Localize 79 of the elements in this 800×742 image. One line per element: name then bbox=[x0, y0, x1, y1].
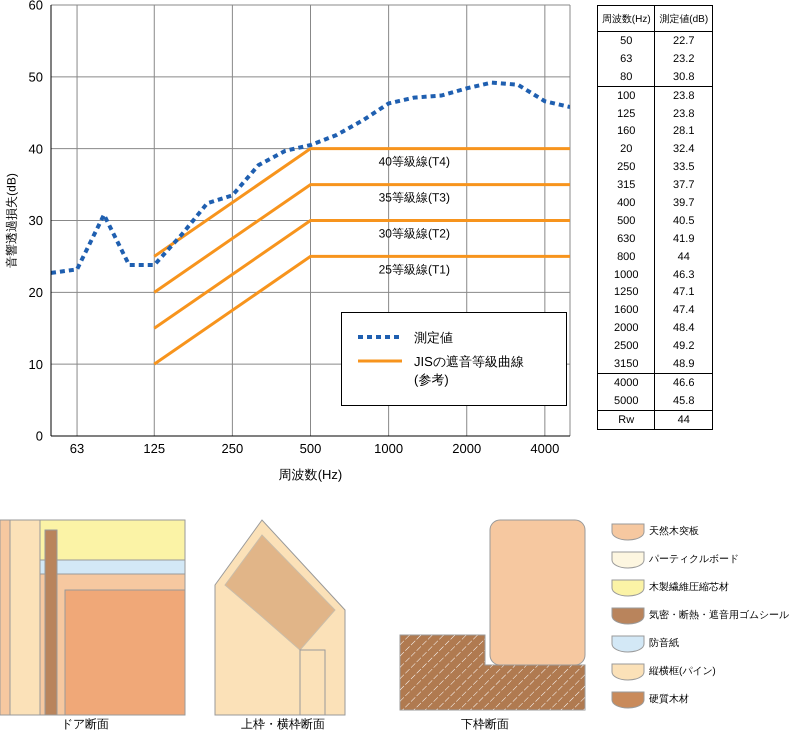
y-tick-label: 10 bbox=[28, 356, 43, 372]
text: 30.8 bbox=[672, 70, 696, 85]
text: 48.4 bbox=[672, 321, 696, 336]
legend-label: JISの遮音等級曲線(参考) bbox=[414, 353, 525, 389]
text: 37.7 bbox=[672, 178, 696, 194]
y-tick-label: 60 bbox=[28, 0, 43, 13]
text: 80 bbox=[598, 68, 655, 86]
text: ドア断面 bbox=[61, 717, 109, 731]
text: 22.7 bbox=[672, 34, 696, 49]
text: 46.6 bbox=[672, 376, 696, 391]
text: 500 bbox=[598, 212, 655, 230]
text: 63 bbox=[598, 50, 655, 68]
x-tick-label: 1000 bbox=[374, 441, 404, 456]
text: 1250 bbox=[598, 283, 655, 302]
x-tick-label: 250 bbox=[222, 441, 244, 456]
text: 47.4 bbox=[672, 303, 696, 318]
text: 20 bbox=[598, 140, 655, 158]
text: 125 bbox=[598, 104, 655, 122]
text: 4000 bbox=[598, 373, 655, 392]
text: 400 bbox=[598, 194, 655, 212]
text: 100 bbox=[598, 86, 655, 105]
text: 46.3 bbox=[672, 268, 696, 283]
x-tick-label: 2000 bbox=[452, 441, 482, 456]
y-tick-label: 20 bbox=[28, 284, 43, 300]
text: 2500 bbox=[598, 337, 655, 356]
text: 上枠・横枠断面 bbox=[241, 717, 325, 731]
text: 250 bbox=[598, 158, 655, 176]
text: 気密・断熱・遮音用ゴムシール bbox=[649, 609, 789, 621]
x-tick-label: 500 bbox=[300, 441, 322, 456]
text: 315 bbox=[598, 176, 655, 194]
y-axis-title: 音響透過損失(dB) bbox=[4, 173, 18, 268]
annotation: 35等級線(T3) bbox=[378, 190, 450, 205]
text: 33.5 bbox=[672, 160, 696, 176]
legend-label: 測定値 bbox=[414, 329, 454, 347]
text: 縦横框(パイン) bbox=[648, 665, 716, 677]
text: 45.8 bbox=[672, 394, 696, 409]
text: 3150 bbox=[598, 355, 655, 374]
text: 44 bbox=[676, 250, 691, 265]
y-tick-label: 50 bbox=[28, 69, 43, 84]
x-tick-label: 125 bbox=[143, 441, 166, 456]
annotation: 25等級線(T1) bbox=[378, 262, 450, 276]
text: 2000 bbox=[598, 319, 655, 338]
text: 天然木突板 bbox=[649, 525, 699, 537]
text: 39.7 bbox=[672, 196, 696, 211]
text: 28.1 bbox=[672, 124, 696, 140]
text: 硬質木材 bbox=[649, 693, 689, 705]
text: 44 bbox=[676, 412, 691, 428]
text: 23.2 bbox=[672, 52, 696, 67]
text: 160 bbox=[598, 122, 655, 140]
x-axis-title: 周波数(Hz) bbox=[278, 467, 342, 482]
text: 50 bbox=[598, 32, 655, 50]
text: Rw bbox=[598, 410, 655, 430]
text: 測定値(dB) bbox=[654, 6, 712, 32]
text: 40.5 bbox=[672, 214, 696, 229]
text: 23.8 bbox=[672, 88, 696, 104]
annotation: 30等級線(T2) bbox=[378, 226, 450, 240]
text: 木製繊維圧縮芯材 bbox=[649, 581, 729, 593]
x-tick-label: 4000 bbox=[530, 441, 560, 456]
text: 800 bbox=[598, 248, 655, 266]
x-tick-label: 63 bbox=[70, 441, 84, 456]
text: 41.9 bbox=[672, 232, 696, 247]
y-tick-label: 30 bbox=[28, 213, 43, 228]
text: 下枠断面 bbox=[461, 717, 509, 731]
y-tick-label: 0 bbox=[36, 428, 43, 444]
text: 23.8 bbox=[672, 106, 696, 122]
text: 47.1 bbox=[672, 285, 696, 300]
text: 48.9 bbox=[672, 356, 696, 372]
text: パーティクルボード bbox=[648, 554, 739, 565]
text: 32.4 bbox=[672, 142, 696, 158]
text: 1600 bbox=[598, 301, 655, 320]
text: 1000 bbox=[598, 266, 655, 284]
line-series bbox=[51, 80, 570, 275]
text: 防音紙 bbox=[649, 637, 679, 649]
annotation: 40等級線(T4) bbox=[378, 154, 450, 169]
text: 5000 bbox=[598, 392, 655, 410]
text: 630 bbox=[598, 230, 655, 248]
text: 周波数(Hz) bbox=[598, 6, 655, 32]
text: 49.2 bbox=[672, 339, 696, 354]
y-tick-label: 40 bbox=[28, 141, 43, 156]
